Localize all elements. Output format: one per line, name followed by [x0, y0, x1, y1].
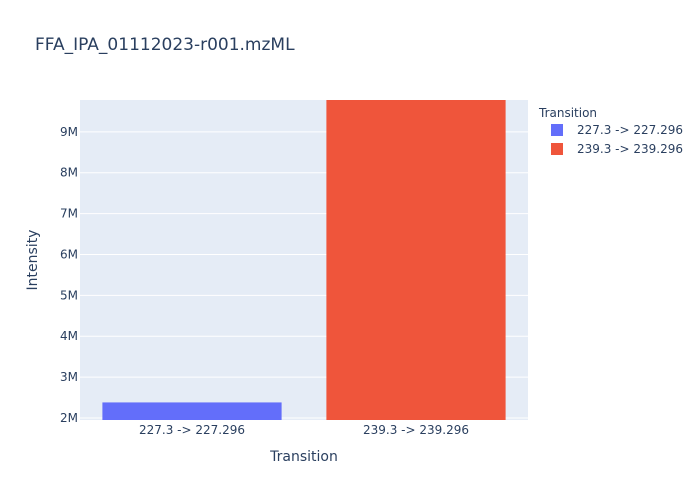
y-axis-ticks: 2M 3M 4M 5M 6M 7M 8M 9M	[60, 125, 78, 425]
x-axis-title: Transition	[269, 449, 338, 465]
y-tick-label: 8M	[60, 166, 78, 180]
y-tick-label: 4M	[60, 329, 78, 343]
bars	[102, 100, 506, 420]
y-tick-label: 9M	[60, 125, 78, 139]
x-tick-label: 227.3 -> 227.296	[139, 423, 245, 437]
y-tick-label: 3M	[60, 370, 78, 384]
x-tick-label: 239.3 -> 239.296	[363, 423, 469, 437]
legend-swatch	[551, 143, 563, 155]
chart-title: FFA_IPA_01112023-r001.mzML	[35, 35, 295, 55]
y-axis-title: Intensity	[25, 230, 41, 291]
legend-item-label[interactable]: 239.3 -> 239.296	[577, 142, 683, 156]
x-axis-ticks: 227.3 -> 227.296 239.3 -> 239.296	[139, 423, 469, 437]
bar-1[interactable]	[102, 402, 282, 420]
y-tick-label: 5M	[60, 288, 78, 302]
bar-2[interactable]	[326, 100, 506, 420]
y-tick-label: 2M	[60, 411, 78, 425]
y-tick-label: 7M	[60, 207, 78, 221]
legend-item-label[interactable]: 227.3 -> 227.296	[577, 123, 683, 137]
legend: Transition 227.3 -> 227.296 239.3 -> 239.…	[538, 106, 683, 156]
legend-title: Transition	[538, 106, 597, 120]
y-tick-label: 6M	[60, 247, 78, 261]
legend-swatch	[551, 124, 563, 136]
